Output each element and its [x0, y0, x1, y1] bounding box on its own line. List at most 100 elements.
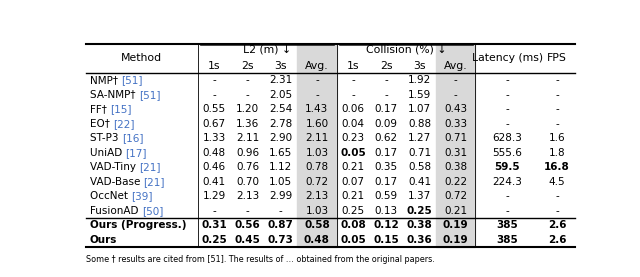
Text: FusionAD: FusionAD [90, 206, 141, 216]
Text: 1.8: 1.8 [548, 148, 565, 158]
Text: -: - [505, 206, 509, 216]
Text: 0.08: 0.08 [340, 220, 366, 230]
Text: 2.99: 2.99 [269, 191, 292, 201]
Text: 0.58: 0.58 [304, 220, 330, 230]
Text: 2.11: 2.11 [236, 133, 259, 143]
Text: 0.21: 0.21 [342, 162, 365, 172]
Text: 0.78: 0.78 [305, 162, 328, 172]
Text: 0.25: 0.25 [202, 235, 227, 245]
Text: 0.72: 0.72 [305, 177, 328, 187]
Text: Ours (Progress.): Ours (Progress.) [90, 220, 186, 230]
Text: 1.65: 1.65 [269, 148, 292, 158]
Text: FF†: FF† [90, 104, 110, 114]
Text: 1s: 1s [347, 61, 360, 71]
Text: 0.48: 0.48 [203, 148, 226, 158]
Text: -: - [454, 90, 458, 100]
Text: 0.21: 0.21 [444, 206, 467, 216]
Text: 0.70: 0.70 [236, 177, 259, 187]
Text: -: - [351, 90, 355, 100]
Text: 0.38: 0.38 [444, 162, 467, 172]
Text: 0.05: 0.05 [340, 148, 366, 158]
Text: 0.41: 0.41 [408, 177, 431, 187]
Text: 4.5: 4.5 [548, 177, 565, 187]
Text: 628.3: 628.3 [492, 133, 522, 143]
Text: 1.03: 1.03 [305, 206, 328, 216]
Text: -: - [315, 75, 319, 85]
Text: Avg.: Avg. [444, 61, 468, 71]
Bar [297, 44, 337, 247]
Text: -: - [505, 104, 509, 114]
Text: ST-P3: ST-P3 [90, 133, 122, 143]
Text: 0.38: 0.38 [406, 220, 433, 230]
Text: 0.19: 0.19 [443, 235, 468, 245]
Text: 0.88: 0.88 [408, 119, 431, 129]
Text: 0.41: 0.41 [203, 177, 226, 187]
Text: 0.17: 0.17 [375, 104, 398, 114]
Text: -: - [212, 90, 216, 100]
Text: 0.45: 0.45 [234, 235, 260, 245]
Text: 0.09: 0.09 [375, 119, 398, 129]
Text: 0.55: 0.55 [203, 104, 226, 114]
Text: 0.23: 0.23 [342, 133, 365, 143]
Text: 2.6: 2.6 [548, 235, 566, 245]
Text: 0.33: 0.33 [444, 119, 467, 129]
Text: 385: 385 [496, 220, 518, 230]
Text: 0.67: 0.67 [203, 119, 226, 129]
Text: [22]: [22] [113, 119, 134, 129]
Text: -: - [505, 191, 509, 201]
Text: [50]: [50] [141, 206, 163, 216]
Text: 0.36: 0.36 [406, 235, 433, 245]
Text: OccNet: OccNet [90, 191, 131, 201]
Text: -: - [385, 75, 388, 85]
Text: 0.96: 0.96 [236, 148, 259, 158]
Text: 1.20: 1.20 [236, 104, 259, 114]
Text: 1.05: 1.05 [269, 177, 292, 187]
Text: VAD-Base: VAD-Base [90, 177, 143, 187]
Text: 385: 385 [496, 235, 518, 245]
Text: 0.87: 0.87 [268, 220, 294, 230]
Text: -: - [246, 206, 250, 216]
Text: [21]: [21] [143, 177, 165, 187]
Text: 224.3: 224.3 [492, 177, 522, 187]
Text: -: - [555, 206, 559, 216]
Text: 0.46: 0.46 [203, 162, 226, 172]
Text: 0.73: 0.73 [268, 235, 294, 245]
Text: Method: Method [121, 53, 163, 63]
Text: 0.48: 0.48 [304, 235, 330, 245]
Text: 1.59: 1.59 [408, 90, 431, 100]
Text: L2 (m) ↓: L2 (m) ↓ [243, 44, 291, 54]
Text: Some † results are cited from [51]. The results of … obtained from the original : Some † results are cited from [51]. The … [86, 255, 435, 265]
Text: 0.12: 0.12 [374, 220, 399, 230]
Text: 0.76: 0.76 [236, 162, 259, 172]
Text: -: - [212, 75, 216, 85]
Text: Latency (ms): Latency (ms) [472, 53, 543, 63]
Text: 1.03: 1.03 [305, 148, 328, 158]
Text: 0.25: 0.25 [342, 206, 365, 216]
Text: Collision (%) ↓: Collision (%) ↓ [365, 44, 446, 54]
Text: 1.12: 1.12 [269, 162, 292, 172]
Text: 0.17: 0.17 [375, 148, 398, 158]
Text: [16]: [16] [122, 133, 143, 143]
Text: [15]: [15] [110, 104, 132, 114]
Text: 0.71: 0.71 [408, 148, 431, 158]
Text: [17]: [17] [125, 148, 147, 158]
Text: [39]: [39] [131, 191, 153, 201]
Text: [51]: [51] [139, 90, 160, 100]
Text: 1.36: 1.36 [236, 119, 259, 129]
Text: 0.25: 0.25 [406, 206, 433, 216]
Text: -: - [279, 206, 282, 216]
Text: 0.72: 0.72 [444, 191, 467, 201]
Text: 0.15: 0.15 [374, 235, 399, 245]
Text: -: - [385, 90, 388, 100]
Text: 1.29: 1.29 [203, 191, 226, 201]
Text: 0.58: 0.58 [408, 162, 431, 172]
Text: 59.5: 59.5 [494, 162, 520, 172]
Text: 2s: 2s [380, 61, 392, 71]
Text: 2.11: 2.11 [305, 133, 328, 143]
Text: -: - [555, 75, 559, 85]
Text: -: - [555, 119, 559, 129]
Text: 1.60: 1.60 [305, 119, 328, 129]
Text: -: - [351, 75, 355, 85]
Text: EO†: EO† [90, 119, 113, 129]
Text: 0.43: 0.43 [444, 104, 467, 114]
